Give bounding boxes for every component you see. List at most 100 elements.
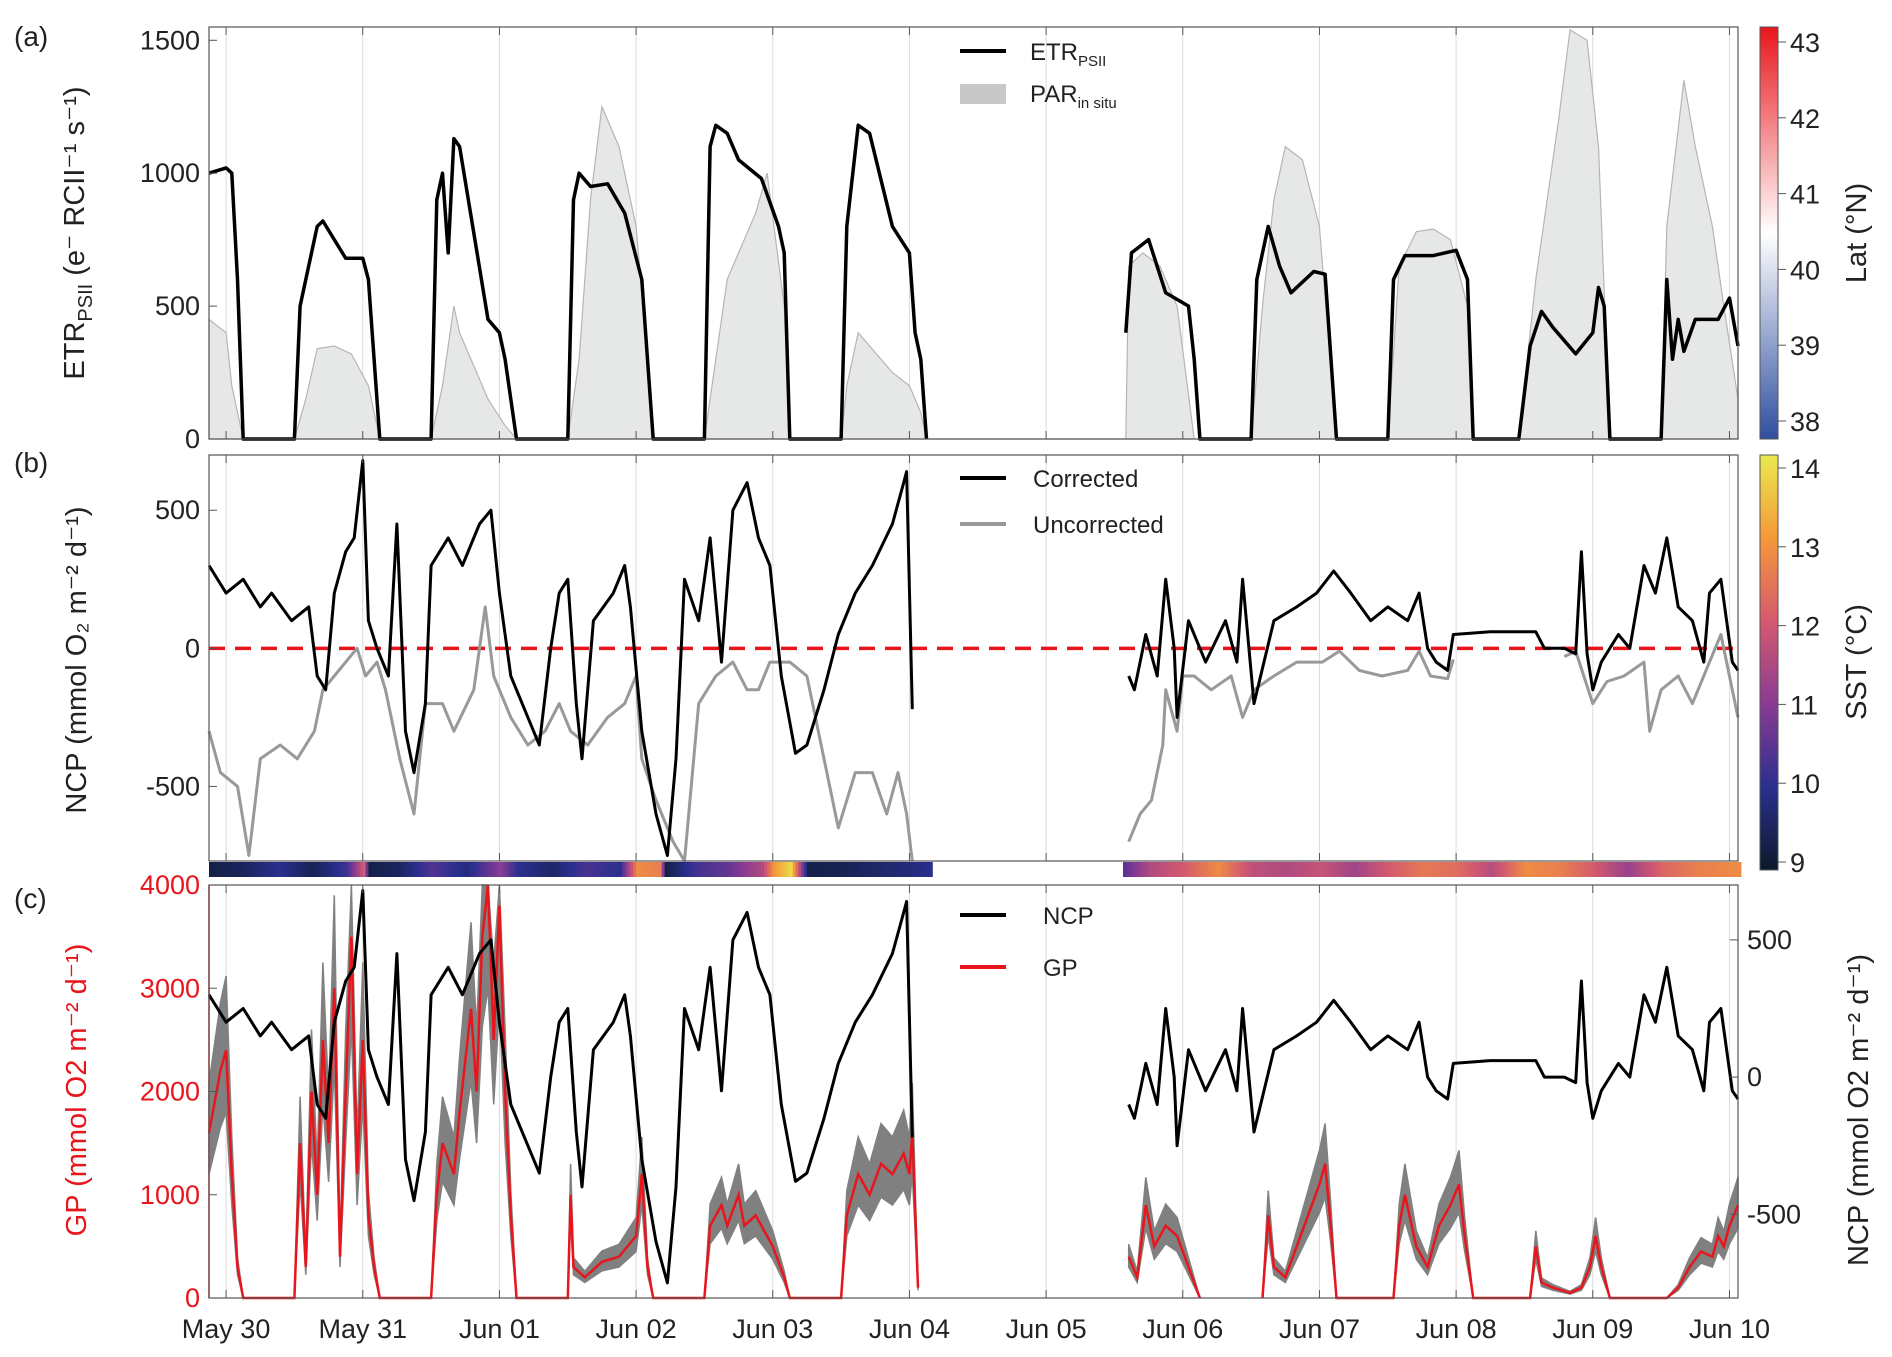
sst-track-cell [1664,862,1668,877]
sst-track-cell [781,862,785,877]
sst-track-cell [681,862,686,877]
sst-track-cell [1396,862,1400,877]
sst-track-cell [1325,862,1329,877]
par-area [208,28,1739,440]
sst-track-cell [1171,862,1175,877]
sst-track-cell [883,862,888,877]
sst-track-cell [1698,862,1702,877]
sst-track-cell [1629,862,1634,877]
y-tick-label: 0 [185,424,200,454]
sst-track-cell [220,862,224,877]
x-tick-label: Jun 08 [1416,1314,1497,1344]
sst-track-cell [1444,862,1449,877]
sst-track-cell [1450,862,1454,877]
sst-track-cell [1285,862,1289,877]
sst-track-cell [616,862,620,877]
sst-track-cell [1715,862,1719,877]
sst-track-cell [1382,862,1386,877]
sst-track-cell [357,862,361,877]
sst-track-cell [1592,862,1597,877]
sst-track-cell [1254,862,1258,877]
sst-track-cell [1695,862,1699,877]
sst-track-cell [368,862,372,877]
sst-track-cell [522,862,526,877]
sst-track-cell [878,862,882,877]
sst-track-cell [1373,862,1377,877]
sst-track-cell [1134,862,1138,877]
sst-track-cell [1416,862,1420,877]
sst-track-cell [1248,862,1252,877]
sst-track-cell [918,862,922,877]
sstgrad-bar [1759,454,1779,871]
sst-track-cell [926,862,930,877]
sst-track-cell [1328,862,1332,877]
sst-track-cell [308,862,313,877]
sst-track-cell [1578,862,1582,877]
sst-track-cell [1703,862,1708,877]
y-tick-label: 0 [185,633,200,663]
colorbar-tick-label: 13 [1790,533,1820,563]
sst-track-cell [1607,862,1611,877]
sst-track-cell [1478,862,1483,877]
sst-track-cell [1575,862,1580,877]
sst-track-cell [1205,862,1209,877]
sst-track-cell [476,862,480,877]
sst-track-cell [693,862,697,877]
sst-track-cell [414,862,418,877]
sst-track-cell [881,862,885,877]
sst-track-cell [283,862,287,877]
sst-track-cell [849,862,853,877]
sst-track-cell [750,862,754,877]
sst-track-cell [929,862,933,877]
sst-track-cell [553,862,557,877]
sst-track-cell [1225,862,1229,877]
sst-track-cell [479,862,483,877]
sst-track-cell [1584,862,1588,877]
sst-track-cell [875,862,879,877]
sst-track-cell [1424,862,1429,877]
sst-track-cell [658,862,663,877]
sst-track-cell [1641,862,1645,877]
sst-track-cell [1308,862,1312,877]
sst-track-cell [1723,862,1728,877]
sst-track-cell [687,862,691,877]
colorbar-tick-label: 10 [1790,769,1820,799]
sst-track-cell [1142,862,1147,877]
sst-track-cell [1148,862,1152,877]
sst-track-cell [792,862,797,877]
sst-track-cell [1376,862,1380,877]
sst-track-cell [320,862,324,877]
x-tick-label: Jun 03 [732,1314,813,1344]
sst-track-cell [405,862,409,877]
sst-track-cell [499,862,503,877]
panel-c-right-ylabel: NCP (mmol O2 m⁻² d⁻¹) [1843,954,1875,1266]
sst-track-cell [1675,862,1679,877]
sst-track-cell [1567,862,1571,877]
sst-track-cell [1487,862,1491,877]
sst-track-cell [1652,862,1656,877]
sst-track-cell [1293,862,1298,877]
sst-track-cell [539,862,543,877]
sst-track-cell [1461,862,1466,877]
sst-track-cell [1589,862,1594,877]
sst-track-cell [1490,862,1494,877]
sst-track-cell [664,862,668,877]
sst-track-cell [1365,862,1369,877]
sst-track-cell [1228,862,1232,877]
sst-track-cell [1527,862,1531,877]
sst-track-cell [801,862,805,877]
sst-track-cell [1413,862,1417,877]
sst-track-cell [1587,862,1591,877]
sst-track-cell [297,862,301,877]
sst-track-cell [1706,862,1711,877]
sst-track-cell [1359,862,1363,877]
sst-track-cell [900,862,905,877]
sst-track-cell [684,862,688,877]
sst-track-cell [1433,862,1437,877]
sst-track-cell [613,862,617,877]
sst-track-cell [337,862,341,877]
sst-colorbar: 9 10 11 12 13 14 [1759,454,1820,878]
sst-track-cell [294,862,298,877]
sst-track-cell [277,862,281,877]
sst-track-cell [721,862,725,877]
